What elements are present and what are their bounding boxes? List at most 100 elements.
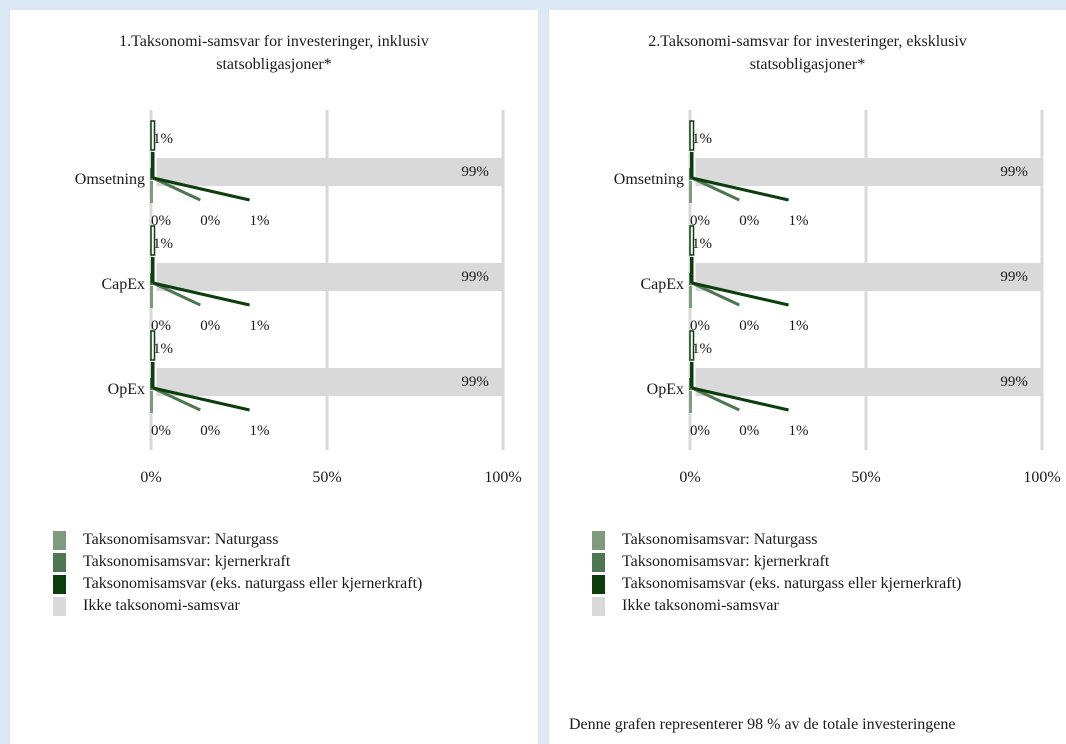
data-label-top: 1%	[692, 341, 712, 357]
legend-item-kjernerkraft: Taksonomisamsvar: kjernerkraft	[53, 551, 422, 573]
data-label-ikke: 99%	[461, 269, 489, 285]
bar-taksonomi	[690, 257, 694, 283]
bar-naturgass	[150, 286, 153, 308]
category-label: CapEx	[640, 276, 684, 293]
legend-label: Taksonomisamsvar: kjernerkraft	[622, 553, 830, 570]
bar-taksonomi-total	[689, 225, 695, 256]
data-label-taksonomi: 1%	[789, 213, 809, 229]
leader-taksonomi	[691, 281, 789, 307]
data-label-naturgass: 0%	[151, 423, 171, 439]
legend-item-kjernerkraft: Taksonomisamsvar: kjernerkraft	[592, 551, 961, 573]
data-label-top: 1%	[153, 341, 173, 357]
category-label: Omsetning	[75, 171, 145, 188]
bar-taksonomi-total	[150, 225, 156, 256]
chart-title-line-2: statsobligasjoner*	[749, 56, 866, 73]
leader-kjernerkraft	[691, 386, 740, 412]
category-label: Omsetning	[614, 171, 684, 188]
data-label-naturgass: 0%	[151, 213, 171, 229]
data-label-kjernerkraft: 0%	[739, 423, 759, 439]
leader-taksonomi	[152, 386, 250, 412]
data-label-ikke: 99%	[461, 164, 489, 180]
data-label-ikke: 99%	[461, 374, 489, 390]
leader-kjernerkraft	[152, 386, 201, 412]
leader-taksonomi	[152, 281, 250, 307]
legend-swatch	[592, 574, 605, 594]
bar-ikke-samsvar	[695, 263, 1042, 291]
data-label-kjernerkraft: 0%	[200, 318, 220, 334]
legend-label: Ikke taksonomi-samsvar	[83, 597, 240, 614]
x-tick-label: 0%	[679, 469, 700, 486]
legend-swatch	[53, 552, 66, 572]
legend: Taksonomisamsvar: Naturgass Taksonomisams…	[53, 529, 422, 617]
data-label-kjernerkraft: 0%	[200, 213, 220, 229]
chart-title: 2.Taksonomi-samsvar for investeringer, e…	[549, 30, 1066, 76]
bar-ikke-samsvar	[156, 263, 503, 291]
legend-item-ikke: Ikke taksonomi-samsvar	[592, 595, 961, 617]
legend-item-ikke: Ikke taksonomi-samsvar	[53, 595, 422, 617]
category-label: OpEx	[647, 381, 684, 398]
bar-taksonomi	[690, 362, 694, 388]
data-label-top: 1%	[153, 131, 173, 147]
data-label-taksonomi: 1%	[250, 213, 270, 229]
legend-label: Taksonomisamsvar: Naturgass	[83, 531, 279, 548]
bar-naturgass	[150, 391, 153, 413]
data-label-kjernerkraft: 0%	[739, 213, 759, 229]
bar-ikke-samsvar	[695, 158, 1042, 186]
bar-taksonomi-total	[689, 330, 695, 361]
leader-kjernerkraft	[691, 281, 740, 307]
legend-label: Taksonomisamsvar (eks. naturgass eller k…	[622, 575, 962, 592]
bar-taksonomi	[151, 362, 155, 388]
category-label: OpEx	[108, 381, 145, 398]
legend-swatch	[53, 530, 66, 550]
legend-swatch	[592, 596, 605, 616]
chart-title: 1.Taksonomi-samsvar for investeringer, i…	[10, 30, 538, 76]
leader-taksonomi	[691, 176, 789, 202]
data-label-naturgass: 0%	[151, 318, 171, 334]
data-label-kjernerkraft: 0%	[200, 423, 220, 439]
legend-label: Taksonomisamsvar: kjernerkraft	[83, 553, 291, 570]
bar-ikke-samsvar	[156, 368, 503, 396]
data-label-naturgass: 0%	[690, 423, 710, 439]
leader-kjernerkraft	[152, 281, 201, 307]
data-label-naturgass: 0%	[690, 318, 710, 334]
bar-taksonomi	[151, 152, 155, 178]
legend-item-taksonomi: Taksonomisamsvar (eks. naturgass eller k…	[592, 573, 961, 595]
legend: Taksonomisamsvar: Naturgass Taksonomisams…	[592, 529, 961, 617]
legend-label: Ikke taksonomi-samsvar	[622, 597, 779, 614]
footnote: Denne grafen representerer 98 % av de to…	[569, 716, 956, 733]
bar-taksonomi-total	[150, 330, 156, 361]
legend-swatch	[53, 596, 66, 616]
data-label-taksonomi: 1%	[250, 423, 270, 439]
bar-taksonomi	[151, 257, 155, 283]
data-label-taksonomi: 1%	[789, 423, 809, 439]
leader-taksonomi	[152, 176, 250, 202]
category-label: CapEx	[101, 276, 145, 293]
leader-kjernerkraft	[691, 176, 740, 202]
chart-title-line-1: 1.Taksonomi-samsvar for investeringer, i…	[119, 33, 429, 50]
bar-naturgass	[689, 181, 692, 203]
x-tick-label: 50%	[312, 469, 341, 486]
leader-taksonomi	[691, 386, 789, 412]
x-tick-label: 0%	[140, 469, 161, 486]
data-label-ikke: 99%	[1000, 164, 1028, 180]
data-label-kjernerkraft: 0%	[739, 318, 759, 334]
bar-ikke-samsvar	[156, 158, 503, 186]
bar-taksonomi-total	[689, 120, 695, 151]
x-tick-label: 100%	[1023, 469, 1060, 486]
legend-label: Taksonomisamsvar (eks. naturgass eller k…	[83, 575, 423, 592]
data-label-naturgass: 0%	[690, 213, 710, 229]
data-label-top: 1%	[153, 236, 173, 252]
x-tick-label: 100%	[484, 469, 521, 486]
chart-title-line-2: statsobligasjoner*	[216, 56, 332, 73]
legend-swatch	[53, 574, 66, 594]
bar-naturgass	[689, 391, 692, 413]
leader-kjernerkraft	[152, 176, 201, 202]
data-label-ikke: 99%	[1000, 374, 1028, 390]
data-label-taksonomi: 1%	[250, 318, 270, 334]
legend-item-naturgass: Taksonomisamsvar: Naturgass	[53, 529, 422, 551]
data-label-taksonomi: 1%	[789, 318, 809, 334]
bar-chart-2: Omsetning 99% 1% 0% 0% 1% CapEx 99% 1% 0% 0% 1% OpEx…	[614, 110, 1061, 486]
legend-item-taksonomi: Taksonomisamsvar (eks. naturgass eller k…	[53, 573, 422, 595]
legend-item-naturgass: Taksonomisamsvar: Naturgass	[592, 529, 961, 551]
data-label-top: 1%	[692, 131, 712, 147]
